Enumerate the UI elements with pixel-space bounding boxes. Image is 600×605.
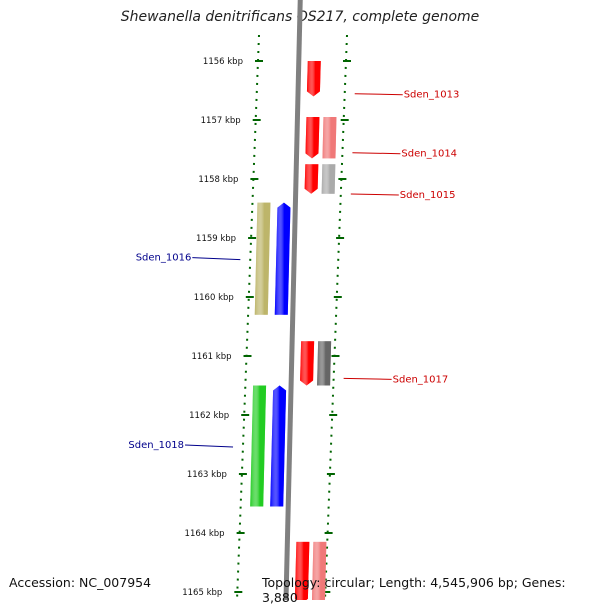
kbp-tick-label: 1164 kbp (185, 529, 225, 539)
kbp-tick-label: 1159 kbp (196, 234, 236, 244)
gene-feature-sden_1016-cds-shade (254, 202, 271, 315)
gene-label-sden_1014[interactable]: Sden_1014 (401, 149, 457, 160)
kbp-tick-label: 1156 kbp (203, 57, 243, 67)
gene-feature-sden_1017-other-shade (317, 341, 332, 386)
label-leader-line (352, 152, 401, 155)
kbp-tick-label: 1160 kbp (194, 293, 234, 303)
gene-feature-sden_1018-cds_green-shade (250, 385, 267, 507)
gene-feature-sden_1019-gene-shade (294, 541, 310, 600)
gene-feature-sden_1019-cds-shade (311, 541, 327, 600)
kbp-tick-label: 1163 kbp (187, 470, 227, 480)
gene-features (250, 61, 337, 600)
gene-feature-sden_1018-gene-shade (270, 385, 287, 507)
label-leader-line (192, 257, 241, 261)
gene-label-sden_1015[interactable]: Sden_1015 (400, 190, 456, 201)
kbp-tick-label: 1162 kbp (189, 411, 229, 421)
accession-text: Accession: NC_007954 (9, 575, 152, 590)
gene-label-sden_1016[interactable]: Sden_1016 (136, 253, 192, 264)
label-leader-line (354, 93, 403, 96)
gene-feature-sden_1017-gene-shade (300, 341, 315, 386)
gene-feature-sden_1014-cds-shade (322, 117, 337, 159)
gene-feature-sden_1015-rna-shade (321, 164, 336, 194)
gene-labels: Sden_1013 Sden_1014 Sden_1015 Sden_1016 Sden… (128, 90, 459, 451)
backbone-line (283, 0, 303, 600)
label-leader-line (185, 444, 234, 448)
kbp-tick-label: 1165 kbp (182, 588, 222, 598)
gene-label-sden_1013[interactable]: Sden_1013 (404, 90, 460, 101)
gene-label-sden_1017[interactable]: Sden_1017 (393, 374, 449, 385)
gene-label-sden_1018[interactable]: Sden_1018 (128, 440, 184, 451)
gene-feature-sden_1016-gene-shade (274, 202, 291, 315)
label-leader-line (350, 193, 399, 196)
label-leader-line (343, 377, 392, 380)
kbp-ticks: 1156 kbp 1157 kbp 1158 kbp 1159 kbp 1160 kbp… (182, 57, 351, 598)
kbp-tick-label: 1161 kbp (191, 352, 231, 362)
kbp-tick-label: 1157 kbp (201, 116, 241, 126)
genome-backbone (283, 0, 303, 600)
kbp-tick-label: 1158 kbp (198, 175, 238, 185)
genome-summary-text: Topology: circular; Length: 4,545,906 bp… (262, 575, 566, 605)
gene-feature-sden_1014-gene-shade (305, 117, 320, 159)
gene-feature-sden_1013-gene-shade (306, 61, 321, 97)
gene-feature-sden_1015-gene-shade (304, 164, 319, 194)
